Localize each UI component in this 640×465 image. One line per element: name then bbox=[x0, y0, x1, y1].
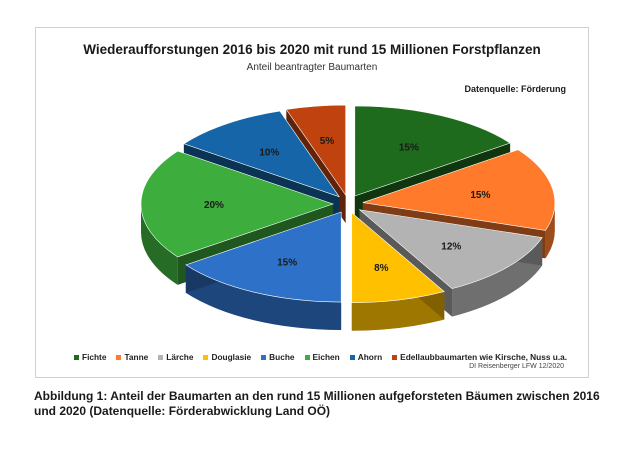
legend-swatch bbox=[261, 354, 267, 360]
pie-side-eichen bbox=[141, 204, 178, 285]
legend-label: Edellaubbaumarten wie Kirsche, Nuss u.a. bbox=[400, 352, 568, 362]
legend-label: Buche bbox=[269, 352, 295, 362]
legend-swatch bbox=[116, 354, 122, 360]
pie-tops: 15% 15% 12% 8% 15% 20% 10% 5% bbox=[140, 104, 556, 304]
pie-side-douglasie bbox=[351, 291, 445, 331]
pie-slice-lärche bbox=[358, 209, 543, 289]
data-label-lärche: 12% bbox=[441, 241, 461, 252]
legend-label: Tanne bbox=[124, 352, 149, 362]
legend-item-buche: Buche bbox=[261, 352, 295, 362]
data-label-eichen: 20% bbox=[204, 200, 224, 211]
data-label-edellaubbaumarten: 5% bbox=[320, 136, 335, 147]
pie-side-lärche bbox=[452, 237, 543, 317]
pie-side-tanne bbox=[545, 202, 555, 259]
legend-swatch bbox=[349, 354, 355, 360]
chart-credit: DI Reisenberger LFW 12/2020 bbox=[469, 363, 564, 370]
legend-item-lärche: Lärche bbox=[158, 352, 193, 362]
data-label-ahorn: 10% bbox=[259, 148, 279, 159]
pie-slice-eichen bbox=[140, 150, 334, 258]
legend-label: Fichte bbox=[82, 352, 107, 362]
chart-frame: Wiederaufforstungen 2016 bis 2020 mit ru… bbox=[35, 27, 589, 378]
pie-slice-ahorn bbox=[183, 110, 340, 198]
legend-swatch bbox=[74, 354, 79, 360]
legend-item-eichen: Eichen bbox=[304, 352, 340, 362]
legend-swatch bbox=[392, 354, 398, 360]
chart-subtitle: Anteil beantragter Baumarten bbox=[246, 62, 378, 73]
pie-chart: 15% 15% 12% 8% 15% 20% 10% 5% bbox=[140, 104, 556, 331]
pie-side-buche bbox=[185, 264, 342, 331]
legend-label: Douglasie bbox=[211, 352, 252, 362]
pie-slice-fichte bbox=[354, 105, 511, 197]
legend-label: Eichen bbox=[312, 352, 340, 362]
legend-label: Lärche bbox=[166, 352, 194, 362]
data-label-buche: 15% bbox=[277, 258, 297, 269]
data-label-douglasie: 8% bbox=[374, 263, 389, 274]
pie-slice-tanne bbox=[362, 149, 556, 231]
chart-legend: Fichte Tanne Lärche Douglasie Buche Eichen Aho… bbox=[74, 352, 567, 362]
data-label-tanne: 15% bbox=[470, 190, 490, 201]
pie-slice-douglasie bbox=[351, 212, 445, 304]
legend-item-tanne: Tanne bbox=[116, 352, 148, 362]
pie-slice-edellaubbaumarten bbox=[285, 104, 346, 197]
legend-swatch bbox=[158, 354, 164, 360]
legend-label: Ahorn bbox=[357, 352, 383, 362]
figure-caption: Abbildung 1: Anteil der Baumarten an den… bbox=[34, 389, 600, 418]
legend-swatch bbox=[203, 354, 209, 360]
data-label-fichte: 15% bbox=[399, 142, 419, 153]
legend-item-douglasie: Douglasie bbox=[203, 352, 251, 362]
legend-item-fichte: Fichte bbox=[74, 352, 106, 362]
source-note: Datenquelle: Förderung bbox=[464, 84, 566, 94]
pie-slice-buche bbox=[185, 211, 342, 303]
legend-swatch bbox=[304, 354, 310, 360]
legend-item-edellaubbaumarten: Edellaubbaumarten wie Kirsche, Nuss u.a. bbox=[392, 352, 567, 362]
legend-item-ahorn: Ahorn bbox=[349, 352, 383, 362]
chart-title: Wiederaufforstungen 2016 bis 2020 mit ru… bbox=[83, 42, 541, 57]
